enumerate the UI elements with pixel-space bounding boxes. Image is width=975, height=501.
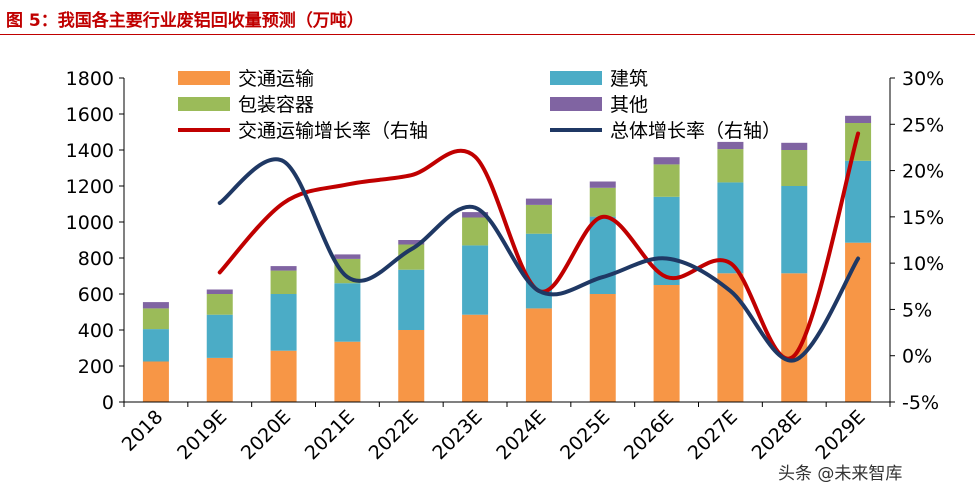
x-tick-label: 2024E [492,406,550,464]
bar-segment-1 [717,182,744,274]
bar-segment-3 [717,141,744,150]
bar-segment-3 [206,289,233,294]
y-tick-label-left: 800 [78,248,114,270]
bar-segment-3 [334,254,361,259]
line-series-1 [217,157,861,363]
y-tick-label-left: 400 [78,320,114,342]
bar-segment-2 [270,270,297,294]
bar-segment-2 [142,308,169,330]
figure-title: 图 5：我国各主要行业废铝回收量预测（万吨） [6,11,364,31]
y-tick-label-right: 30% [902,68,944,90]
bar-segment-0 [717,273,744,402]
x-tick-label: 2019E [173,406,231,464]
x-tick-label: 2029E [811,406,869,464]
bar-layer [142,115,872,402]
bar-segment-0 [653,285,680,402]
bar-segment-1 [398,269,425,330]
x-tick-label: 2028E [748,406,806,464]
bar-segment-1 [589,216,616,294]
bar-segment-0 [334,341,361,402]
bar-segment-2 [653,164,680,197]
y-tick-label-right: 15% [902,207,944,229]
y-tick-label-left: 1600 [66,104,114,126]
bar-segment-1 [270,294,297,351]
bar-segment-3 [270,266,297,271]
bar-segment-1 [142,329,169,362]
y-tick-label-left: 1000 [66,212,114,234]
bar-segment-2 [525,204,552,234]
legend-swatch [178,97,230,111]
y-tick-label-right: 25% [902,114,944,136]
y-tick-label-right: 20% [902,161,944,183]
y-tick-label-right: 5% [902,299,932,321]
bar-segment-2 [206,294,233,315]
bar-segment-3 [398,240,425,245]
bar-segment-1 [781,186,808,274]
bar-segment-3 [525,198,552,205]
bar-segment-2 [781,150,808,186]
y-tick-label-left: 200 [78,356,114,378]
x-tick-label: 2025E [556,406,614,464]
bar-segment-1 [334,283,361,342]
x-tick-label: 2023E [428,406,486,464]
x-tick-label: 2022E [365,406,423,464]
x-tick-label: 2020E [237,406,295,464]
bar-segment-1 [462,245,489,315]
bar-segment-0 [462,314,489,402]
bar-segment-2 [717,149,744,183]
bar-segment-3 [653,157,680,165]
watermark: 头条 @未来智库 [778,464,903,484]
legend-swatch [178,71,230,85]
y-tick-label-left: 600 [78,284,114,306]
bar-segment-3 [462,212,489,218]
y-tick-label-right: 0% [902,346,932,368]
x-tick-label: 2027E [684,406,742,464]
bar-segment-3 [589,181,616,188]
legend-swatch [550,97,602,111]
title-divider [0,34,975,35]
bar-segment-1 [525,233,552,309]
y-tick-label-right: 10% [902,253,944,275]
bar-segment-2 [462,217,489,246]
y-tick-label-left: 1400 [66,140,114,162]
bar-segment-2 [845,123,872,161]
bar-segment-0 [589,294,616,402]
legend-label: 建筑 [610,68,648,90]
legend-label: 交通运输 [238,68,314,90]
x-tick-label: 2026E [620,406,678,464]
bar-segment-0 [142,361,169,402]
bar-segment-0 [525,308,552,402]
bar-segment-1 [206,314,233,358]
bar-segment-0 [845,242,872,402]
legend-label: 包装容器 [238,94,314,116]
bar-segment-0 [270,350,297,402]
axes-layer: 0 200 400 600 800 1000 1200 1400 1600 1800 -5% 0% 5%… [66,68,945,464]
y-tick-label-left: 1800 [66,68,114,90]
bar-segment-3 [845,115,872,123]
y-tick-label-left: 1200 [66,176,114,198]
bar-segment-3 [142,302,169,309]
y-tick-label-left: 0 [102,392,114,414]
x-tick-label: 2018 [118,406,168,456]
legend-swatch [550,71,602,85]
line-layer [217,131,861,363]
bar-segment-0 [398,330,425,402]
bar-segment-0 [206,357,233,402]
bar-segment-2 [589,187,616,217]
legend-label: 交通运输增长率（右轴 [238,120,428,142]
x-tick-label: 2021E [301,406,359,464]
y-tick-label-right: -5% [902,392,939,414]
legend-label: 其他 [610,94,648,116]
bar-segment-3 [781,142,808,150]
legend-label: 总体增长率（右轴） [610,120,781,142]
